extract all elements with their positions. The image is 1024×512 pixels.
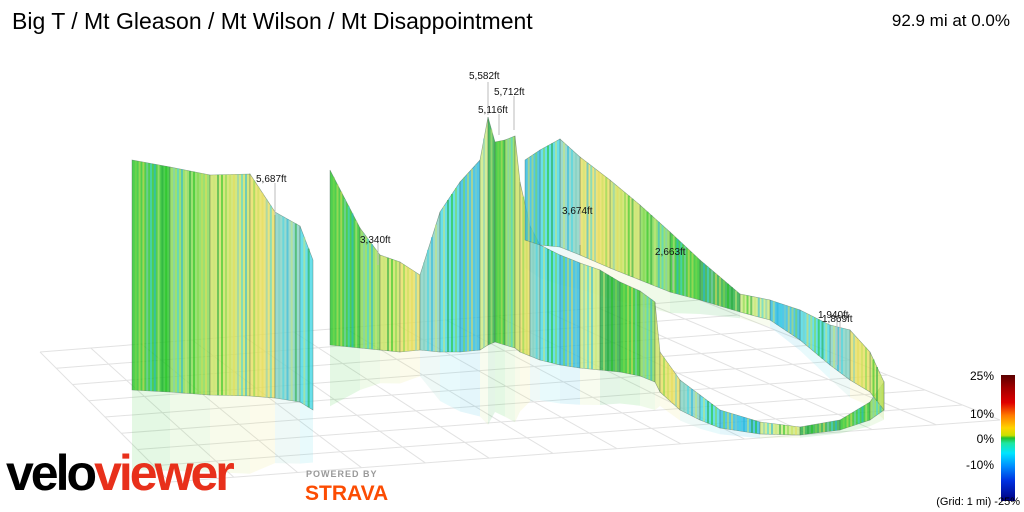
grade-color-scale: [1001, 375, 1015, 501]
peak-marker: 3,674ft: [562, 206, 593, 245]
peak-marker: 5,116ft: [478, 105, 508, 135]
peak-label: 5,687ft: [256, 174, 287, 185]
veloviewer-logo[interactable]: veloviewer: [6, 445, 235, 501]
logo-viewer: viewer: [94, 445, 235, 501]
peak-label: 5,582ft: [469, 71, 500, 82]
peak-labels: 5,582ft 5,712ft 5,116ft 5,687ft 3,340ft …: [256, 71, 853, 370]
logo-velo: velo: [6, 445, 97, 501]
peak-label: 2,663ft: [655, 247, 686, 258]
legend-label-25: 25%: [969, 369, 994, 383]
peak-label: 5,116ft: [478, 105, 508, 116]
peak-label: 1,940ft: [818, 310, 849, 321]
peak-marker: 5,712ft: [494, 87, 525, 130]
peak-marker: 2,663ft: [655, 247, 686, 290]
peak-marker: 1,940ft: [818, 310, 849, 365]
strava-logo[interactable]: STRAVA: [305, 482, 389, 505]
peak-marker: 1,869ft: [822, 314, 853, 370]
peak-label: 3,340ft: [360, 235, 391, 246]
peak-label: 5,712ft: [494, 87, 525, 98]
elevation-profile: [131, 116, 885, 436]
route-stats: 92.9 mi at 0.0%: [891, 11, 1010, 30]
peak-marker: 3,340ft: [360, 235, 391, 265]
peak-marker: 5,582ft: [469, 71, 500, 115]
route-title: Big T / Mt Gleason / Mt Wilson / Mt Disa…: [12, 8, 533, 34]
legend-label-10: 10%: [969, 407, 994, 421]
peak-marker: 5,687ft: [256, 174, 287, 215]
grid-note: (Grid: 1 mi) -25%: [936, 496, 1020, 508]
powered-by-label: POWERED BY: [306, 469, 378, 479]
peak-label: 1,869ft: [822, 314, 853, 325]
legend-label-0: 0%: [976, 432, 994, 446]
peak-label: 3,674ft: [562, 206, 593, 217]
legend-label-minus-10: -10%: [965, 458, 994, 472]
